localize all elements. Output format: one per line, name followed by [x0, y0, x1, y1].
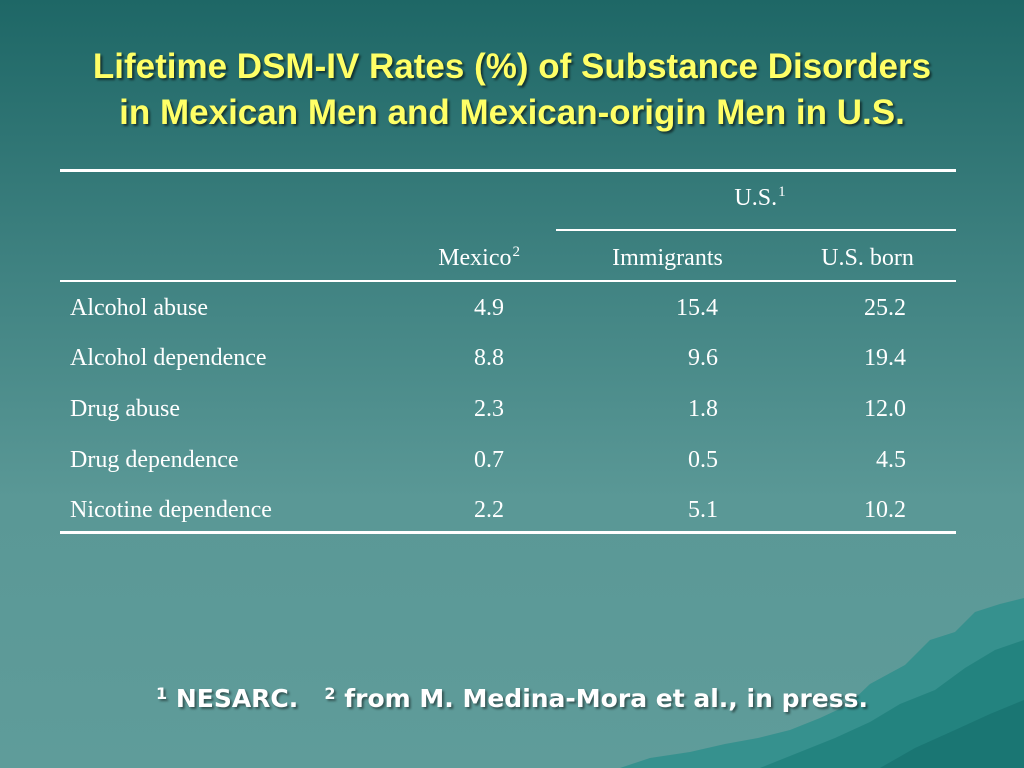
- row-label-drug-abuse: Drug abuse: [70, 396, 180, 422]
- footnote-mark-2: 2: [324, 684, 336, 703]
- cell-drug-dependence-mexico: 0.7: [474, 447, 504, 473]
- group-header-rule: [556, 229, 956, 231]
- row-label-alcohol-dependence: Alcohol dependence: [70, 345, 267, 371]
- cell-alcohol-abuse-mexico: 4.9: [474, 295, 504, 321]
- footnote-text-2: from M. Medina-Mora et al., in press.: [344, 684, 869, 713]
- column-header-label: Immigrants: [612, 245, 723, 271]
- cell-nicotine-dependence-us-born: 10.2: [864, 497, 906, 523]
- header-bottom-rule: [60, 280, 956, 282]
- cell-alcohol-abuse-us-born: 25.2: [864, 295, 906, 321]
- column-header-label: U.S. born: [821, 245, 914, 271]
- cell-drug-abuse-mexico: 2.3: [474, 396, 504, 422]
- cell-alcohol-abuse-immigrants: 15.4: [676, 295, 718, 321]
- row-label-alcohol-abuse: Alcohol abuse: [70, 295, 208, 321]
- cell-nicotine-dependence-mexico: 2.2: [474, 497, 504, 523]
- cell-alcohol-dependence-immigrants: 9.6: [688, 345, 718, 371]
- cell-alcohol-dependence-us-born: 19.4: [864, 345, 906, 371]
- footnote: 1 NESARC. 2 from M. Medina-Mora et al., …: [0, 684, 1024, 713]
- cell-drug-dependence-us-born: 4.5: [876, 447, 906, 473]
- title-line-1: Lifetime DSM-IV Rates (%) of Substance D…: [92, 47, 932, 86]
- group-header-us: U.S.1: [700, 184, 820, 215]
- row-label-drug-dependence: Drug dependence: [70, 447, 239, 473]
- column-header-us-born: U.S. born: [800, 244, 935, 272]
- column-header-label: Mexico: [438, 245, 512, 271]
- group-header-label: U.S.: [734, 185, 778, 211]
- column-header-immigrants: Immigrants: [580, 244, 755, 272]
- cell-drug-dependence-immigrants: 0.5: [688, 447, 718, 473]
- footnote-mark-1: 1: [155, 684, 168, 703]
- column-header-mexico: Mexico2: [380, 244, 520, 275]
- group-header-footnote-mark: 1: [778, 184, 786, 200]
- slide-title: Lifetime DSM-IV Rates (%) of Substance D…: [0, 44, 1024, 136]
- cell-alcohol-dependence-mexico: 8.8: [474, 345, 504, 371]
- cell-nicotine-dependence-immigrants: 5.1: [688, 497, 718, 523]
- title-line-2: in Mexican Men and Mexican-origin Men in…: [119, 93, 905, 132]
- column-header-footnote-mark: 2: [512, 244, 521, 260]
- cell-drug-abuse-immigrants: 1.8: [688, 396, 718, 422]
- footnote-text-1: NESARC.: [175, 684, 299, 713]
- row-label-nicotine-dependence: Nicotine dependence: [70, 497, 272, 523]
- cell-drug-abuse-us-born: 12.0: [864, 396, 906, 422]
- table-bottom-rule: [60, 531, 956, 534]
- table-top-rule: [60, 169, 956, 172]
